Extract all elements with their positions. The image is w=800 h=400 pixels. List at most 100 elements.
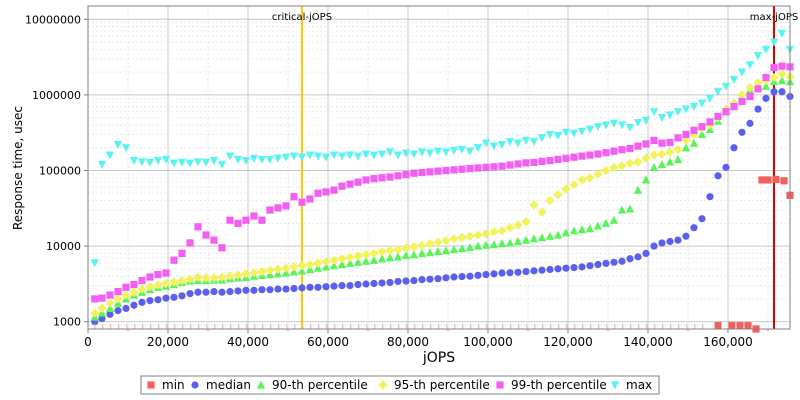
data-point	[289, 152, 299, 161]
data-point	[649, 150, 659, 160]
data-point	[409, 242, 419, 252]
axes: 0 20,000 40,000 60,000 80,000 100,000 120,000 1…	[25, 13, 769, 349]
data-point	[745, 61, 755, 70]
data-point	[137, 284, 147, 294]
x-tick-label: 120,000	[543, 335, 593, 349]
data-point	[658, 239, 666, 247]
data-point	[489, 240, 499, 249]
data-point	[737, 90, 747, 100]
data-point	[433, 247, 443, 256]
data-point	[649, 108, 659, 117]
data-point	[577, 127, 587, 136]
data-point	[758, 176, 766, 184]
data-point	[705, 94, 715, 103]
data-point	[233, 270, 243, 280]
data-point-clipped	[744, 322, 752, 329]
data-point	[602, 259, 610, 268]
data-point	[394, 172, 402, 180]
y-axis-label: Response time, usec	[11, 106, 25, 230]
data-point	[378, 174, 386, 182]
data-point	[265, 265, 275, 275]
data-point	[329, 151, 339, 160]
data-point	[433, 147, 443, 156]
data-point	[609, 162, 619, 172]
data-point	[137, 158, 147, 167]
data-point	[353, 152, 363, 161]
data-point	[242, 216, 250, 224]
data-point	[593, 169, 603, 179]
data-point	[97, 303, 107, 313]
data-point	[234, 219, 242, 227]
data-point	[193, 272, 203, 283]
data-point	[306, 283, 314, 291]
legend-label-0: min	[162, 378, 185, 392]
data-point	[681, 143, 691, 152]
data-point	[410, 169, 418, 177]
data-point	[642, 249, 650, 258]
data-point	[772, 175, 780, 184]
x-axis-label: jOPS	[422, 350, 455, 366]
legend-marker-5	[610, 381, 620, 390]
data-point	[633, 119, 643, 128]
data-point	[249, 268, 259, 278]
data-point	[578, 152, 586, 160]
data-point	[497, 226, 507, 236]
data-point	[697, 130, 707, 139]
data-point	[218, 288, 226, 296]
data-point	[121, 290, 131, 300]
data-point	[481, 229, 491, 239]
data-point	[481, 240, 491, 249]
data-point	[313, 152, 323, 161]
data-point	[177, 275, 187, 286]
data-point	[169, 277, 179, 287]
data-point	[106, 291, 114, 299]
data-point	[105, 151, 115, 160]
data-point	[521, 136, 531, 145]
data-point	[370, 279, 378, 288]
data-point	[681, 105, 691, 114]
data-point	[369, 248, 379, 259]
data-point	[505, 238, 515, 247]
data-point	[314, 283, 322, 291]
data-point	[529, 138, 539, 147]
data-point	[297, 153, 307, 162]
data-point	[521, 235, 531, 244]
data-point	[474, 164, 482, 172]
data-point	[545, 195, 555, 206]
data-point	[401, 251, 411, 260]
data-point	[553, 230, 563, 239]
data-point	[201, 158, 211, 167]
data-point	[737, 68, 747, 77]
data-point	[729, 75, 739, 84]
data-point	[482, 270, 490, 279]
data-point	[298, 198, 306, 206]
data-point	[185, 159, 195, 168]
data-point	[490, 163, 498, 171]
data-point	[233, 155, 243, 164]
data-point	[121, 144, 131, 153]
data-point	[457, 232, 467, 243]
data-point	[698, 215, 706, 223]
x-tick-label: 80,000	[387, 335, 429, 349]
data-point	[210, 287, 218, 296]
data-point	[673, 108, 683, 117]
data-point	[529, 200, 539, 210]
legend-label-1: median	[206, 378, 251, 392]
data-point	[385, 253, 395, 262]
data-point	[529, 234, 539, 243]
data-point	[514, 268, 522, 276]
data-point	[353, 251, 363, 261]
data-point	[777, 29, 787, 38]
legend-label-4: 99-th percentile	[511, 378, 607, 392]
legend-label-5: max	[626, 378, 652, 392]
data-point	[225, 152, 235, 161]
data-point	[418, 276, 426, 284]
data-point	[138, 276, 146, 285]
data-point-clipped	[728, 322, 736, 329]
data-point	[698, 123, 706, 131]
data-point	[194, 223, 202, 231]
data-point	[633, 185, 643, 194]
data-point	[681, 135, 691, 146]
data-point	[114, 307, 122, 315]
data-point	[497, 239, 507, 248]
